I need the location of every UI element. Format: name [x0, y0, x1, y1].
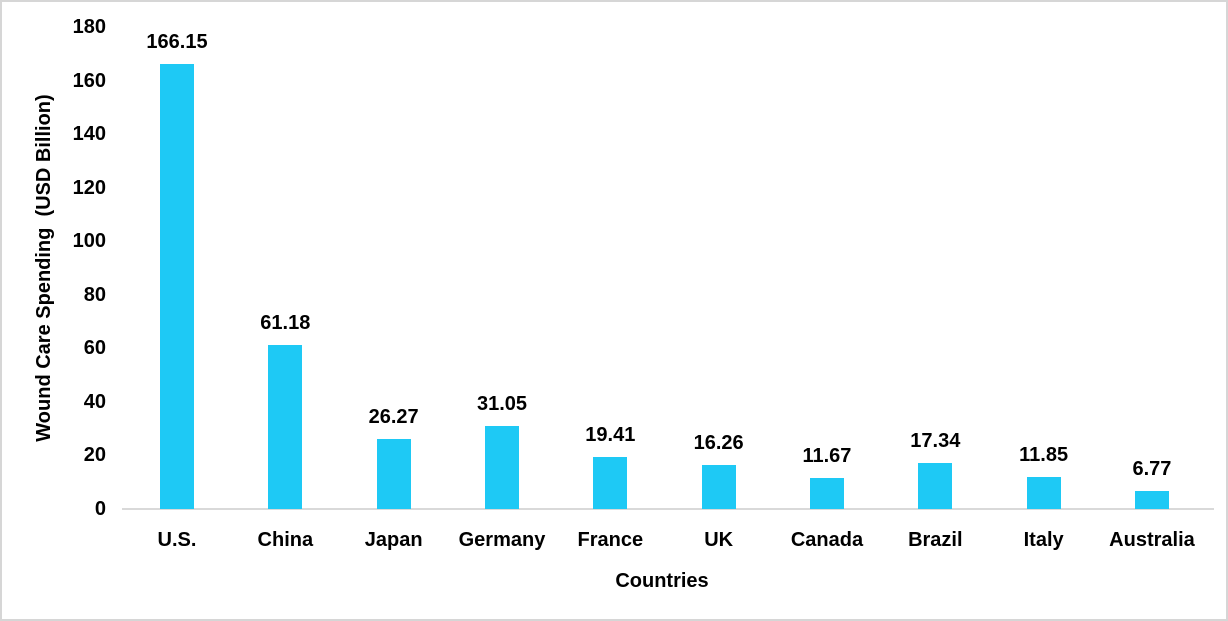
bar-uk: [701, 465, 736, 509]
x-tick-label: France: [577, 529, 644, 551]
x-tick-label: Japan: [364, 529, 423, 551]
y-tick-label: 20: [83, 444, 106, 467]
x-tick-label: Germany: [458, 529, 546, 551]
data-label: 19.41: [585, 424, 636, 447]
bar-brazil: [918, 462, 953, 509]
bar-japan: [376, 438, 411, 509]
bar-italy: [1026, 477, 1061, 509]
x-axis-title: Countries: [615, 570, 709, 592]
x-tick-label: Italy: [1023, 529, 1064, 551]
y-tick-label: 80: [83, 283, 106, 306]
data-label: 17.34: [910, 429, 961, 452]
data-label: 26.27: [368, 405, 419, 428]
y-tick-label: 60: [83, 337, 106, 360]
y-tick-label: 40: [83, 390, 106, 413]
x-tick-label: Brazil: [908, 529, 963, 551]
bar-france: [593, 457, 628, 509]
y-tick-label: 140: [72, 123, 106, 146]
data-label: 166.15: [146, 31, 208, 54]
y-tick-label: 0: [94, 498, 106, 520]
data-label: 11.67: [802, 444, 852, 467]
bar-china: [268, 345, 303, 509]
x-tick-label: Canada: [790, 529, 864, 551]
bar-australia: [1134, 490, 1169, 509]
y-tick-label: 120: [72, 176, 106, 199]
x-tick-label: China: [257, 529, 314, 551]
x-axis-line: [122, 508, 1214, 510]
bar-canada: [809, 477, 844, 509]
y-tick-label: 160: [72, 69, 106, 92]
bar-us: [160, 64, 194, 509]
y-tick-label: 180: [72, 16, 106, 38]
x-tick-label: U.S.: [157, 529, 197, 551]
x-tick-label: Australia: [1109, 529, 1195, 551]
y-tick-label: 100: [72, 230, 106, 253]
data-label: 31.05: [476, 392, 528, 415]
data-label: 11.85: [1019, 444, 1069, 467]
data-label: 16.26: [693, 432, 744, 455]
data-label: 6.77: [1132, 457, 1172, 480]
x-tick-label: UK: [704, 529, 734, 551]
data-label: 61.18: [260, 312, 311, 335]
bar-germany: [484, 425, 519, 509]
